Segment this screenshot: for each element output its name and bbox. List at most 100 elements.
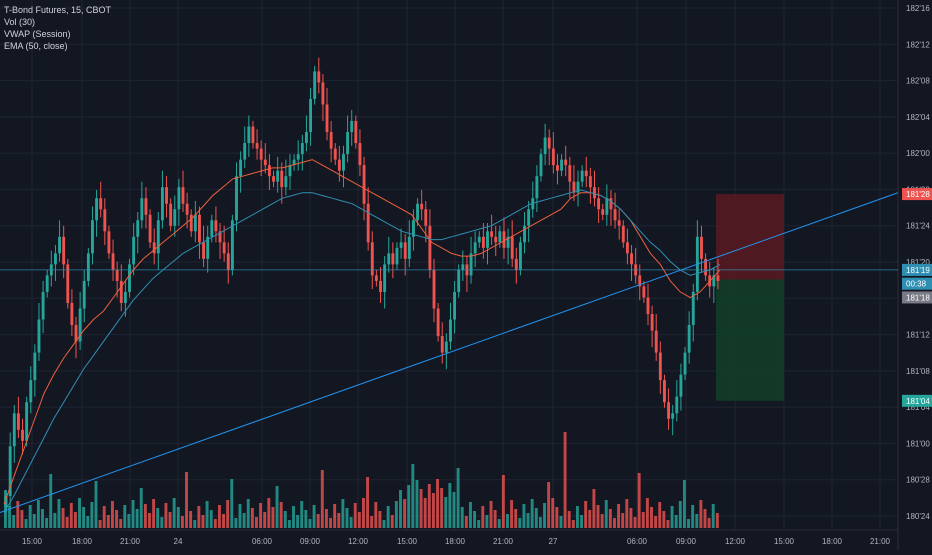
volume-bar xyxy=(617,504,621,528)
y-tick-label: 182'12 xyxy=(906,40,930,49)
candle-body xyxy=(296,154,300,160)
candle-body xyxy=(288,165,292,177)
candle-body xyxy=(99,198,103,210)
candle-body xyxy=(206,236,210,259)
candle-body xyxy=(469,253,473,276)
candle-body xyxy=(675,396,679,414)
candle-body xyxy=(679,374,683,397)
volume-bar xyxy=(279,502,283,528)
volume-bar xyxy=(423,498,427,528)
volume-bar xyxy=(8,506,12,528)
candle-body xyxy=(292,159,296,166)
candle-body xyxy=(716,275,720,281)
volume-bar xyxy=(370,516,374,528)
volume-bar xyxy=(127,514,131,528)
volume-bar xyxy=(695,514,699,528)
candle-body xyxy=(202,242,206,259)
volume-bar xyxy=(168,512,172,528)
volume-bar xyxy=(259,503,263,528)
volume-bar xyxy=(666,520,670,528)
volume-bar xyxy=(217,505,221,528)
volume-bar xyxy=(530,499,534,528)
volume-bar xyxy=(551,498,555,528)
y-tick-label: 181'08 xyxy=(906,367,930,376)
candle-body xyxy=(4,495,8,507)
candle-body xyxy=(214,220,218,232)
x-tick-label: 09:00 xyxy=(300,537,321,546)
candle-body xyxy=(613,209,617,221)
volume-bar xyxy=(20,510,24,528)
candle-body xyxy=(576,181,580,193)
volume-bar xyxy=(333,504,337,528)
volume-bar xyxy=(271,507,275,528)
legend-symbol-title[interactable]: T-Bond Futures, 15, CBOT xyxy=(4,5,112,15)
price-label-box xyxy=(902,277,932,290)
y-tick-label: 180'24 xyxy=(906,512,930,521)
candle-body xyxy=(210,220,214,237)
x-tick-label: 27 xyxy=(549,537,558,546)
volume-bar xyxy=(382,520,386,528)
candle-body xyxy=(461,264,465,270)
candle-body xyxy=(416,203,419,221)
volume-bar xyxy=(543,503,546,528)
volume-bar xyxy=(707,518,711,528)
candle-body xyxy=(66,264,70,303)
legend-vwap[interactable]: VWAP (Session) xyxy=(4,29,71,39)
candle-body xyxy=(379,280,382,292)
candle-body xyxy=(535,176,539,199)
candle-body xyxy=(420,203,424,210)
candle-body xyxy=(650,314,654,331)
legend-ema[interactable]: EMA (50, close) xyxy=(4,41,68,51)
volume-bar xyxy=(448,483,452,528)
volume-bar xyxy=(419,489,423,528)
volume-bar xyxy=(53,513,57,528)
candle-body xyxy=(62,236,66,265)
volume-bar xyxy=(172,498,176,528)
candle-body xyxy=(136,220,140,237)
price-label-box xyxy=(902,291,932,304)
volume-bar xyxy=(493,510,497,528)
candle-body xyxy=(663,380,666,403)
y-tick-label: 182'08 xyxy=(906,77,930,86)
candle-body xyxy=(91,220,94,254)
candle-body xyxy=(230,220,234,270)
candle-body xyxy=(140,198,144,221)
candle-body xyxy=(498,231,502,243)
price-label-box xyxy=(902,188,932,201)
candle-body xyxy=(646,297,650,314)
candle-body xyxy=(593,187,596,199)
volume-bar xyxy=(518,518,522,528)
candle-body xyxy=(477,236,481,243)
candle-body xyxy=(300,143,304,155)
volume-bar xyxy=(209,510,213,528)
volume-bar xyxy=(94,481,98,528)
candle-body xyxy=(58,236,61,254)
legend-volume[interactable]: Vol (30) xyxy=(4,17,36,27)
volume-bar xyxy=(481,506,485,528)
candle-body xyxy=(181,187,185,204)
volume-bar xyxy=(234,518,238,528)
candle-body xyxy=(568,165,572,182)
volume-bar xyxy=(176,507,180,528)
candle-body xyxy=(8,446,12,496)
candle-body xyxy=(539,154,543,177)
candle-body xyxy=(337,159,341,171)
candle-body xyxy=(564,159,568,166)
volume-bar xyxy=(460,507,464,528)
candle-body xyxy=(391,253,395,265)
candle-body xyxy=(247,126,251,144)
candle-body xyxy=(588,176,592,188)
volume-bar xyxy=(110,501,114,528)
candle-body xyxy=(103,209,107,232)
volume-bar xyxy=(226,500,230,528)
volume-bar xyxy=(407,485,411,528)
candle-body xyxy=(169,203,173,226)
candle-body xyxy=(399,242,403,248)
volume-bar xyxy=(362,498,365,528)
volume-bar xyxy=(514,509,518,528)
volume-bar xyxy=(36,500,40,528)
candle-body xyxy=(514,258,518,270)
volume-bar xyxy=(678,501,682,528)
